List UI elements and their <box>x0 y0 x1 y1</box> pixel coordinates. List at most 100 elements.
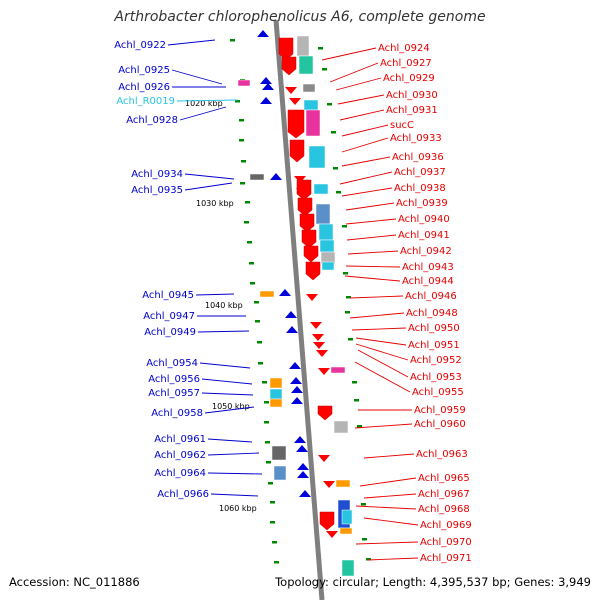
leader-line <box>321 47 377 61</box>
forward-gene-arrow <box>291 386 303 393</box>
topology-stats: Topology: circular; Length: 4,395,537 bp… <box>275 575 591 589</box>
reverse-gene-arrow <box>299 213 315 233</box>
gene-box <box>335 479 351 488</box>
accession-label: Accession: NC_011886 <box>9 575 140 589</box>
left-gene-label: Achl_0935 <box>131 185 183 196</box>
tick-mark <box>366 558 371 561</box>
right-gene-label: Achl_0953 <box>410 372 462 383</box>
tick-mark <box>245 201 250 204</box>
forward-gene-arrow <box>289 362 301 369</box>
left-gene-label: Achl_0928 <box>126 115 178 126</box>
left-gene-label: Achl_0964 <box>154 468 206 479</box>
leader-line <box>195 293 235 296</box>
tick-mark <box>266 461 271 464</box>
leader-line <box>355 505 417 510</box>
right-gene-label: Achl_0965 <box>418 473 470 484</box>
leader-line <box>201 392 254 396</box>
tick-mark <box>241 160 246 163</box>
scale-mark-label: 1030 kbp <box>196 199 234 208</box>
leader-line <box>341 137 389 153</box>
reverse-gene-arrow <box>313 342 325 349</box>
right-gene-label: Achl_0951 <box>408 340 460 351</box>
gene-box <box>271 445 287 461</box>
gene-box <box>305 109 321 137</box>
right-gene-label: Achl_0968 <box>418 504 470 515</box>
leader-line <box>363 517 419 526</box>
gene-box <box>269 388 283 400</box>
reverse-gene-arrow <box>316 350 328 357</box>
tick-mark <box>354 399 359 402</box>
tick-mark <box>265 441 270 444</box>
reverse-gene-arrow <box>281 56 297 76</box>
forward-gene-arrow <box>260 97 272 104</box>
leader-line <box>337 94 385 105</box>
gene-box <box>259 290 275 298</box>
gene-box <box>296 35 310 57</box>
right-gene-label: Achl_0937 <box>394 167 446 178</box>
reverse-gene-arrow <box>287 109 305 139</box>
tick-mark <box>264 401 269 404</box>
reverse-gene-arrow <box>312 334 324 341</box>
forward-gene-arrow <box>297 471 309 478</box>
leader-line <box>346 234 397 241</box>
reverse-gene-arrow <box>289 98 301 105</box>
gene-box <box>269 398 283 408</box>
tick-mark <box>352 381 357 384</box>
right-gene-label: Achl_0969 <box>420 520 472 531</box>
reverse-gene-arrow <box>301 229 317 249</box>
right-gene-label: Achl_0950 <box>408 323 460 334</box>
right-gene-label: Achl_0944 <box>402 276 454 287</box>
gene-box <box>269 377 283 389</box>
left-gene-label: Achl_0934 <box>131 169 183 180</box>
gene-box <box>315 203 331 225</box>
tick-mark <box>327 103 332 106</box>
tick-mark <box>322 68 327 71</box>
reverse-gene-arrow <box>305 261 321 281</box>
gene-box <box>319 239 335 253</box>
reverse-gene-arrow <box>285 87 297 94</box>
leader-line <box>199 362 251 369</box>
tick-mark <box>254 301 259 304</box>
forward-gene-arrow <box>285 311 297 318</box>
left-gene-label: Achl_0966 <box>157 489 209 500</box>
leader-line <box>176 99 239 102</box>
left-gene-label: Achl_0925 <box>118 65 170 76</box>
gene-box <box>237 79 251 87</box>
tick-mark <box>336 191 341 194</box>
left-gene-label: Achl_0947 <box>143 311 195 322</box>
gene-box <box>303 99 319 111</box>
gene-box <box>330 366 346 374</box>
tick-mark <box>249 262 254 265</box>
leader-line <box>349 312 405 319</box>
scale-mark-label: 1040 kbp <box>205 301 243 310</box>
leader-line <box>184 182 233 191</box>
right-gene-label: Achl_0936 <box>392 152 444 163</box>
leader-line <box>204 406 255 414</box>
genome-backbone <box>273 19 325 600</box>
leader-line <box>335 77 382 91</box>
leader-line <box>357 349 409 378</box>
left-gene-label: Achl_0958 <box>151 408 203 419</box>
tick-mark <box>240 182 245 185</box>
leader-line <box>355 337 407 346</box>
leader-line <box>344 275 401 282</box>
reverse-gene-arrow <box>326 531 338 538</box>
right-gene-label: Achl_0933 <box>390 133 442 144</box>
leader-line <box>210 493 259 497</box>
leader-line <box>341 187 393 197</box>
right-gene-label: Achl_0924 <box>378 43 430 54</box>
leader-line <box>339 109 385 121</box>
leader-line <box>207 438 253 443</box>
leader-line <box>354 423 413 429</box>
right-gene-label: Achl_0938 <box>394 183 446 194</box>
gene-box <box>341 509 353 525</box>
reverse-gene-arrow <box>310 322 322 329</box>
leader-line <box>341 156 391 167</box>
tick-mark <box>362 538 367 541</box>
tick-mark <box>244 221 249 224</box>
gene-box <box>298 55 314 75</box>
tick-mark <box>343 272 348 275</box>
tick-mark <box>247 241 252 244</box>
forward-gene-arrow <box>262 83 274 90</box>
